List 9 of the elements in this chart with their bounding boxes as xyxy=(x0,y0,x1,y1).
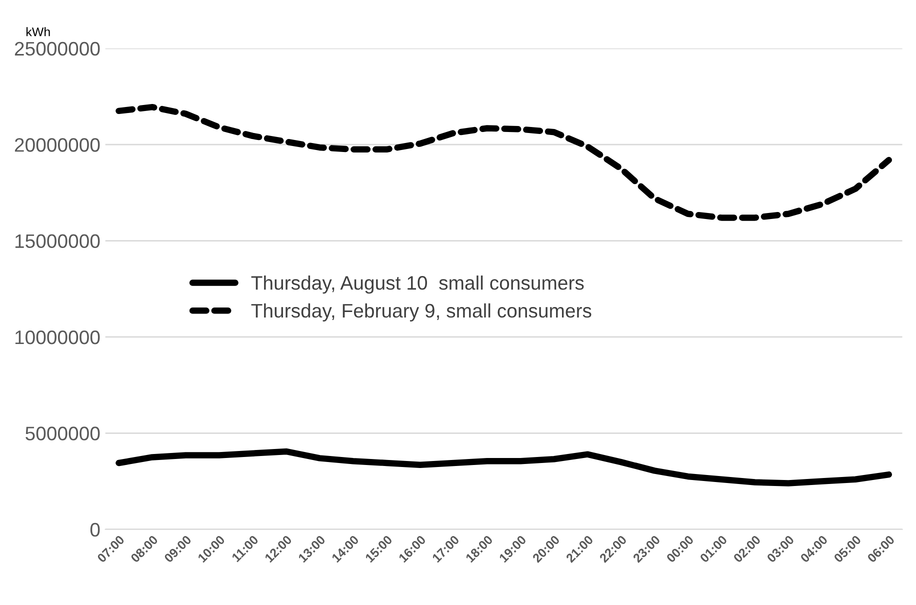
legend-label: Thursday, February 9, small consumers xyxy=(251,303,592,322)
y-tick-label: 0 xyxy=(90,522,100,537)
y-tick-label: 5000000 xyxy=(26,426,100,440)
y-tick-label: 25000000 xyxy=(14,42,100,56)
y-tick-label: 20000000 xyxy=(14,138,100,152)
y-axis-title: kWh xyxy=(26,27,50,36)
y-tick-label: 10000000 xyxy=(15,330,100,344)
y-tick-label: 15000000 xyxy=(15,234,100,248)
legend-label: Thursday, August 10 small consumers xyxy=(251,276,584,294)
